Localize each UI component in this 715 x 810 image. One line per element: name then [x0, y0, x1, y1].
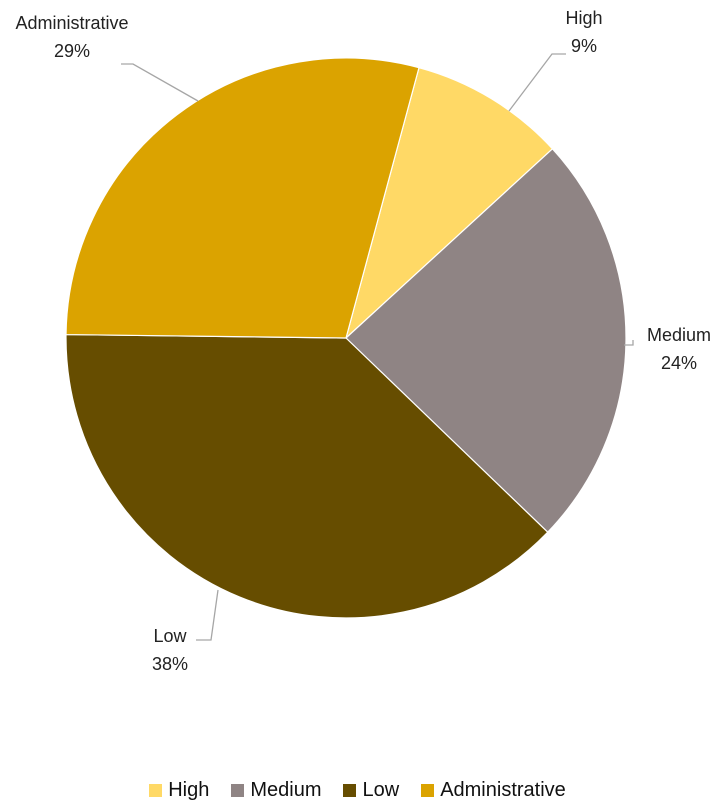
legend-item-high: High [149, 779, 209, 802]
legend-label-administrative: Administrative [440, 778, 566, 801]
legend-label-low: Low [362, 778, 400, 801]
pie-slice-administrative [65, 57, 420, 339]
legend-label-medium: Medium [250, 778, 322, 801]
leader-line-low [196, 589, 219, 641]
legend-label-high: High [168, 778, 210, 801]
legend-swatch-high [149, 783, 163, 797]
pie-slice-low [65, 333, 549, 619]
data-label-medium-percent: 24% [661, 353, 697, 373]
data-label-administrative-name: Administrative [15, 13, 128, 33]
pie-slice-high [344, 66, 554, 340]
data-label-low-name: Low [153, 626, 187, 646]
data-label-medium-name: Medium [647, 325, 711, 345]
pie-slice-medium [345, 148, 627, 534]
data-label-high-name: High [565, 8, 602, 28]
legend-item-low: Low [343, 779, 399, 802]
leader-line-administrative [121, 63, 199, 102]
leader-line-high [508, 53, 566, 112]
data-label-high-percent: 9% [571, 36, 597, 56]
legend-swatch-administrative [421, 783, 435, 797]
legend-item-administrative: Administrative [421, 779, 566, 802]
legend-swatch-medium [231, 783, 245, 797]
legend-swatch-low [343, 783, 357, 797]
legend-item-medium: Medium [231, 779, 321, 802]
leader-line-medium [624, 340, 634, 346]
chart-legend: High Medium Low Administrative [0, 776, 715, 804]
data-label-low-percent: 38% [152, 654, 188, 674]
data-label-administrative-percent: 29% [54, 41, 90, 61]
